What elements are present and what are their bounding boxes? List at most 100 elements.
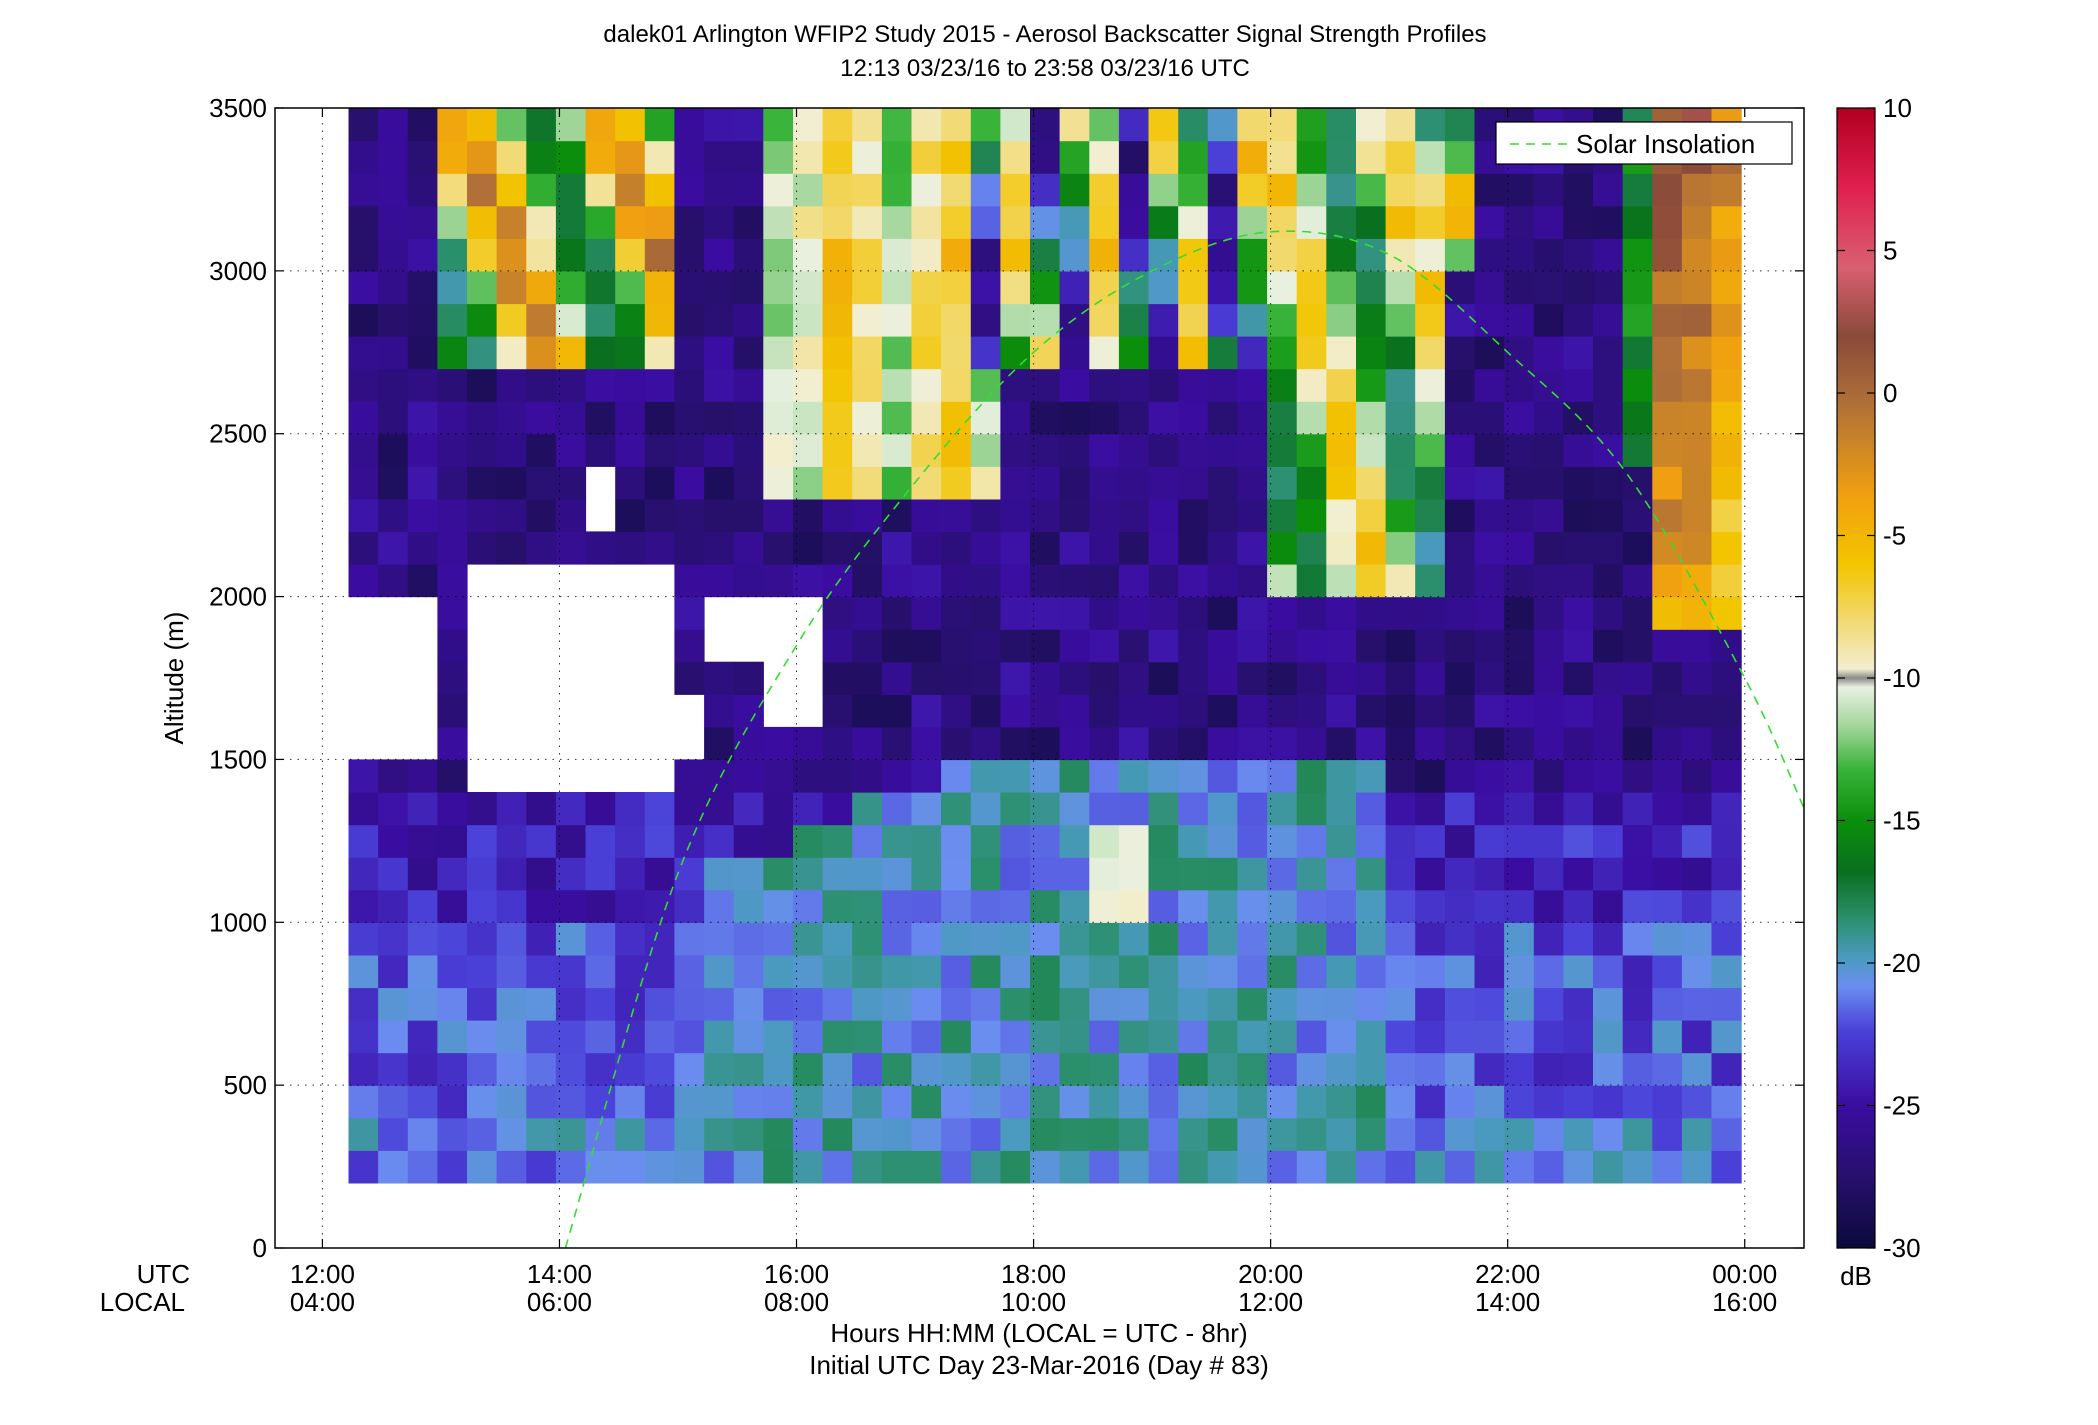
heatmap-cell [1563,922,1594,956]
heatmap-cell [793,433,824,467]
heatmap-cell [1118,368,1150,402]
heatmap-cell [674,270,705,305]
heatmap-cell [1356,1052,1387,1086]
heatmap-cell [1415,108,1446,142]
heatmap-cell [496,531,527,565]
heatmap-cell [1356,1117,1387,1151]
heatmap-cell [1622,401,1653,435]
heatmap-cell [1563,596,1594,630]
heatmap-cell [1593,1150,1624,1184]
heatmap-cell [1356,1020,1387,1054]
heatmap-cell [644,433,675,467]
heatmap-cell [644,368,675,402]
heatmap-cell [1533,564,1564,598]
heatmap-cell [348,954,379,989]
heatmap-cell [615,401,646,435]
heatmap-cell [1000,759,1031,793]
heatmap-cell [733,108,764,142]
heatmap-cell [1593,303,1624,337]
heatmap-cell [733,564,764,598]
heatmap-cell [1030,1150,1061,1184]
heatmap-cell [437,857,468,891]
heatmap-cell [615,173,646,207]
heatmap-cell [526,336,557,370]
heatmap-cell [1474,792,1505,826]
heatmap-cell [1326,922,1357,956]
heatmap-cell [615,270,646,305]
heatmap-cell [1504,1052,1535,1086]
y-tick-label: 2000 [209,582,267,612]
heatmap-cell [644,889,675,923]
heatmap-cell [1622,238,1653,272]
heatmap-cell [1089,1020,1120,1054]
heatmap-cell [674,629,705,663]
heatmap-cell [407,466,438,500]
heatmap-cell [1622,694,1653,728]
heatmap-cell [911,596,942,630]
heatmap-cell [822,1117,853,1151]
heatmap-cell [1711,694,1742,728]
heatmap-cell [674,140,705,174]
heatmap-cell [1533,238,1564,272]
heatmap-cell [644,1052,675,1086]
heatmap-cell [1444,1085,1476,1119]
heatmap-cell [1711,596,1742,630]
heatmap-cell [1622,987,1653,1021]
heatmap-cell [496,889,527,923]
heatmap-cell [1148,140,1179,174]
heatmap-cell [733,987,764,1021]
heatmap-cell [644,857,675,891]
heatmap-cell [852,759,883,793]
heatmap-cell [763,726,794,761]
heatmap-cell [1593,1117,1624,1151]
heatmap-cell [585,270,616,305]
heatmap-cell [822,1052,853,1086]
heatmap-cell [1356,824,1387,858]
heatmap-cell [555,1085,587,1119]
heatmap-cell [1207,596,1238,630]
heatmap-cell [1681,694,1713,728]
heatmap-cell [970,205,1001,239]
heatmap-cell [1533,173,1564,207]
heatmap-cell [1267,596,1298,630]
colorbar-tick-label: -10 [1883,663,1921,693]
x-tick-label-utc: 20:00 [1238,1259,1303,1289]
heatmap-cell [852,108,883,142]
heatmap-cell [437,661,468,695]
heatmap-cell [822,108,853,142]
heatmap-cell [1000,922,1031,956]
heatmap-cell [1622,1020,1653,1054]
heatmap-cell [704,824,735,858]
heatmap-cell [763,759,794,793]
heatmap-cell [1030,1020,1061,1054]
heatmap-cell [437,270,468,305]
heatmap-cell [555,303,587,337]
heatmap-cell [1059,954,1090,989]
heatmap-cell [348,270,379,305]
heatmap-cell [437,922,468,956]
heatmap-cell [1444,726,1476,761]
heatmap-cell [1237,629,1268,663]
heatmap-cell [1267,759,1298,793]
colorbar-tick-label: -15 [1883,806,1921,836]
heatmap-cell [1178,368,1209,402]
heatmap-cell [1237,531,1268,565]
heatmap-cell [704,987,735,1021]
heatmap-cell [763,238,794,272]
heatmap-cell [1504,1085,1535,1119]
heatmap-cell [674,466,705,500]
heatmap-cell [378,205,409,239]
x-tick-label-local: 12:00 [1238,1287,1303,1317]
heatmap-cell [348,1052,379,1086]
heatmap-cell [1444,857,1476,891]
legend-box [1495,121,1793,165]
heatmap-cell [1059,889,1090,923]
heatmap-cell [852,792,883,826]
heatmap-cell [526,466,557,500]
heatmap-cell [555,238,587,272]
heatmap-cell [793,205,824,239]
heatmap-cell [763,954,794,989]
heatmap-cell [1178,726,1209,761]
heatmap-cell [615,205,646,239]
heatmap-cell [1118,270,1150,305]
